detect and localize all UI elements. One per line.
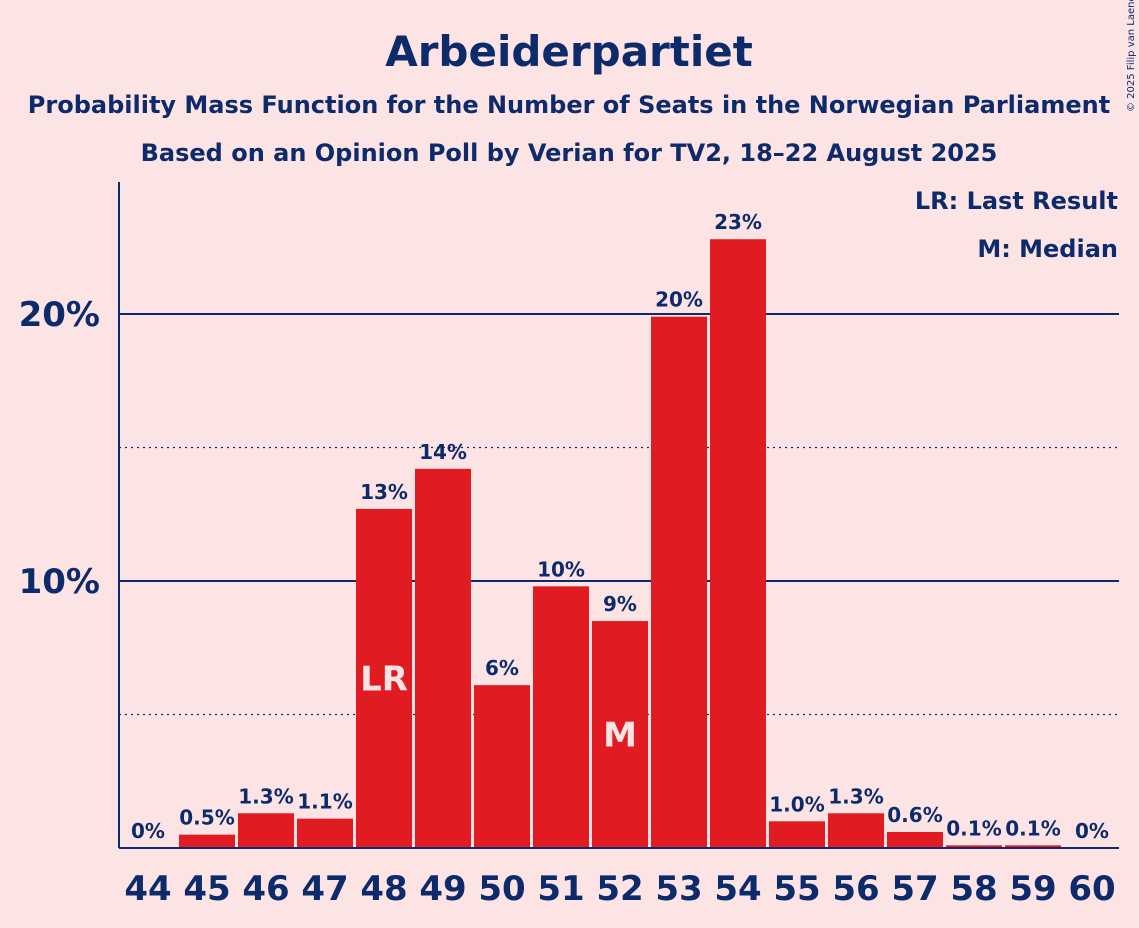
value-label-56: 1.3%	[828, 784, 883, 808]
value-label-44: 0%	[131, 819, 165, 843]
value-label-50: 6%	[485, 656, 519, 680]
x-tick-label-53: 53	[655, 869, 702, 909]
bar-51	[533, 586, 589, 848]
x-tick-label-49: 49	[419, 869, 466, 909]
bar-55	[769, 821, 825, 848]
bar-58	[946, 845, 1002, 848]
bar-46	[238, 813, 294, 848]
bar-45	[179, 834, 235, 848]
value-label-57: 0.6%	[887, 803, 942, 827]
value-label-45: 0.5%	[179, 806, 234, 830]
x-tick-label-50: 50	[478, 869, 525, 909]
x-tick-label-59: 59	[1009, 869, 1056, 909]
x-tick-label-51: 51	[537, 869, 584, 909]
value-label-49: 14%	[419, 440, 467, 464]
y-tick-label: 10%	[19, 562, 100, 602]
copyright-text: © 2025 Filip van Laenen	[1126, 0, 1137, 112]
x-tick-label-60: 60	[1068, 869, 1115, 909]
value-label-60: 0%	[1075, 819, 1109, 843]
x-tick-label-46: 46	[242, 869, 289, 909]
x-tick-labels: 44 45 46 47 48 49 50 51 52 53 54 55 56 57 58 59 60	[124, 869, 1115, 909]
value-label-55: 1.0%	[769, 792, 824, 816]
bar-47	[297, 818, 353, 848]
x-tick-label-57: 57	[891, 869, 938, 909]
bar-56	[828, 813, 884, 848]
bar-48	[356, 508, 412, 848]
chart-title: Arbeiderpartiet	[385, 27, 753, 76]
x-tick-label-52: 52	[596, 869, 643, 909]
bar-53	[651, 316, 707, 848]
x-tick-label-45: 45	[183, 869, 230, 909]
value-label-53: 20%	[655, 288, 703, 312]
x-tick-label-58: 58	[950, 869, 997, 909]
x-tick-label-55: 55	[773, 869, 820, 909]
value-label-54: 23%	[714, 210, 762, 234]
bars	[179, 239, 1061, 849]
bar-49	[415, 468, 471, 848]
bar-marker-lr: LR	[360, 659, 408, 699]
x-tick-label-48: 48	[360, 869, 407, 909]
value-label-59: 0.1%	[1005, 816, 1060, 840]
x-tick-label-56: 56	[832, 869, 879, 909]
value-label-52: 9%	[603, 592, 637, 616]
bar-54	[710, 239, 766, 849]
value-label-47: 1.1%	[297, 790, 352, 814]
chart-subtitle: Probability Mass Function for the Number…	[28, 91, 1110, 119]
value-labels: 0%0.5%1.3% 1.1%13%14%6%10%9%20%23%1.0% 1.3…	[131, 210, 1109, 843]
chart-subtitle-2: Based on an Opinion Poll by Verian for T…	[141, 139, 998, 167]
bar-59	[1005, 845, 1061, 848]
bar-57	[887, 831, 943, 848]
bar-52	[592, 621, 648, 848]
y-tick-label: 20%	[19, 295, 100, 335]
value-label-46: 1.3%	[238, 784, 293, 808]
value-label-58: 0.1%	[946, 816, 1001, 840]
bar-50	[474, 685, 530, 848]
value-label-51: 10%	[537, 557, 585, 581]
x-tick-label-54: 54	[714, 869, 761, 909]
value-label-48: 13%	[360, 480, 408, 504]
bar-marker-m: M	[603, 716, 637, 756]
legend-median: M: Median	[977, 235, 1118, 263]
y-tick-labels: 10% 20%	[19, 295, 100, 602]
x-tick-label-44: 44	[124, 869, 171, 909]
legend-last-result: LR: Last Result	[915, 187, 1118, 215]
x-tick-label-47: 47	[301, 869, 348, 909]
